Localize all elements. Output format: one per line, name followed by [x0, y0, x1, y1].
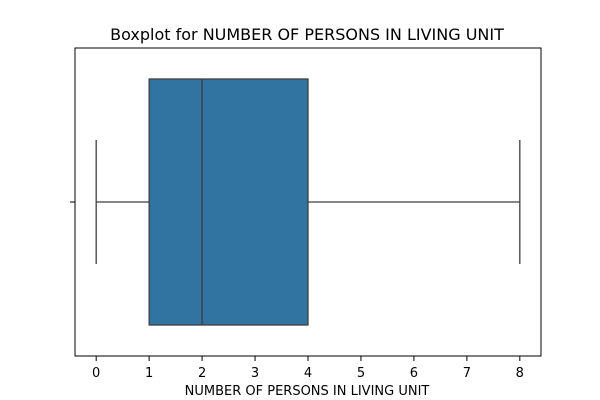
x-tick-label: 1	[145, 366, 153, 381]
x-axis-ticks: 0 1 2 3 4 5 6 7 8	[92, 356, 524, 381]
x-tick-label: 2	[198, 366, 206, 381]
x-tick-label: 6	[410, 366, 418, 381]
x-tick-label: 8	[516, 366, 524, 381]
x-tick-label: 7	[463, 366, 471, 381]
x-tick-label: 0	[92, 366, 100, 381]
x-tick-label: 3	[251, 366, 259, 381]
iqr-box	[148, 78, 309, 326]
plot-area	[95, 78, 521, 326]
chart-title: Boxplot for NUMBER OF PERSONS IN LIVING …	[110, 25, 504, 44]
x-tick-label: 5	[357, 366, 365, 381]
x-tick-label: 4	[304, 366, 312, 381]
x-axis-label: NUMBER OF PERSONS IN LIVING UNIT	[185, 384, 430, 399]
